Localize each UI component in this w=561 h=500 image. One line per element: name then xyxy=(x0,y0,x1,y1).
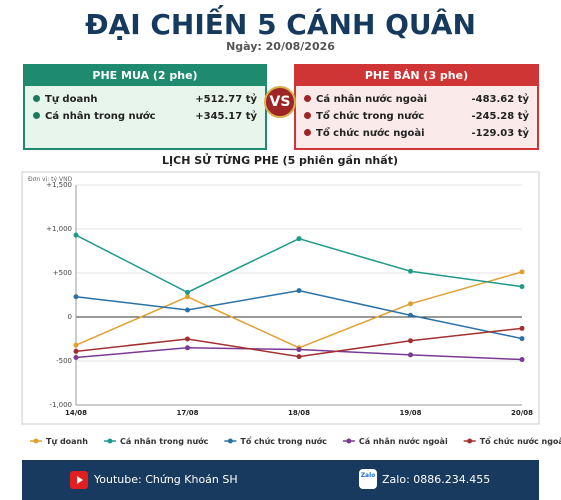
point xyxy=(408,268,413,274)
x-tick-label: 18/08 xyxy=(288,409,310,417)
legend-label: Tự doanh xyxy=(46,437,88,446)
y-tick-label: +1,000 xyxy=(46,225,72,233)
point xyxy=(185,307,190,313)
row-value: -245.28 tỷ xyxy=(471,111,529,122)
point xyxy=(519,336,525,342)
y-unit: Đơn vị: tỷ VND xyxy=(28,176,73,183)
buy-rows: Tự doanh +512.77 tỷ Cá nhân trong nước +345… xyxy=(25,86,265,125)
row: Tổ chức trong nước -245.28 tỷ xyxy=(296,108,537,125)
row: Tổ chức nước ngoài -129.03 tỷ xyxy=(296,125,537,142)
point xyxy=(296,354,302,360)
row-name: Tổ chức trong nước xyxy=(304,108,424,125)
point xyxy=(73,294,79,300)
buy-panel: PHE MUA (2 phe) Tự doanh +512.77 tỷ Cá nhâ… xyxy=(23,64,267,150)
footer: Youtube: Chứng Khoán SH Zalo Zalo: 0886.… xyxy=(22,460,539,500)
row: Cá nhân trong nước +345.17 tỷ xyxy=(25,108,265,125)
point xyxy=(296,347,302,353)
point xyxy=(296,236,302,242)
y-tick-label: 0 xyxy=(68,313,72,321)
row-name: Cá nhân nước ngoài xyxy=(304,91,427,108)
point xyxy=(73,232,79,238)
point xyxy=(519,284,525,290)
x-tick-label: 19/08 xyxy=(399,409,421,417)
legend-dot xyxy=(227,438,233,444)
point xyxy=(519,357,525,363)
row-name: Tự doanh xyxy=(33,91,97,108)
date: Ngày: 20/08/2026 xyxy=(226,40,335,53)
legend-label: Cá nhân nước ngoài xyxy=(359,436,448,446)
point xyxy=(408,312,413,318)
legend-label: Tổ chức nước ngoài xyxy=(480,435,561,446)
row-name: Tổ chức nước ngoài xyxy=(304,125,425,142)
row-value: +345.17 tỷ xyxy=(195,111,257,122)
legend-dot xyxy=(107,438,113,444)
point xyxy=(185,345,190,351)
y-tick-label: +500 xyxy=(53,269,72,277)
vs-badge: VS xyxy=(264,86,296,118)
point xyxy=(408,301,413,307)
title: ĐẠI CHIẾN 5 CÁNH QUÂN xyxy=(85,8,476,41)
y-tick-label: -1,000 xyxy=(49,401,72,409)
row: Tự doanh +512.77 tỷ xyxy=(25,91,265,108)
row-value: -129.03 tỷ xyxy=(471,128,529,139)
point xyxy=(185,294,190,300)
point xyxy=(519,269,525,275)
legend-dot xyxy=(346,438,352,444)
row-value: -483.62 tỷ xyxy=(471,94,529,105)
point xyxy=(296,288,302,294)
x-tick-label: 20/08 xyxy=(511,409,533,417)
legend-dot xyxy=(33,438,39,444)
zalo: Zalo: 0886.234.455 xyxy=(382,473,491,486)
row-name: Cá nhân trong nước xyxy=(33,108,156,125)
point xyxy=(408,338,413,344)
youtube: Youtube: Chứng Khoán SH xyxy=(94,473,238,486)
x-tick-label: 17/08 xyxy=(176,409,198,417)
sell-title: PHE BÁN (3 phe) xyxy=(296,66,537,86)
x-tick-label: 14/08 xyxy=(65,409,87,417)
point xyxy=(185,289,190,295)
point xyxy=(519,325,525,331)
point xyxy=(408,352,413,358)
y-tick-label: -500 xyxy=(56,357,72,365)
youtube-icon xyxy=(70,471,88,489)
legend-label: Tổ chức trong nước xyxy=(240,435,327,446)
sell-rows: Cá nhân nước ngoài -483.62 tỷ Tổ chức tron… xyxy=(296,86,537,142)
buy-title: PHE MUA (2 phe) xyxy=(25,66,265,86)
point xyxy=(73,354,79,360)
row-value: +512.77 tỷ xyxy=(195,94,257,105)
sell-panel: PHE BÁN (3 phe) Cá nhân nước ngoài -483.6… xyxy=(294,64,539,150)
row: Cá nhân nước ngoài -483.62 tỷ xyxy=(296,91,537,108)
chart-frame xyxy=(21,171,540,425)
chart-title: LỊCH SỬ TỪNG PHE (5 phiên gần nhất) xyxy=(162,153,398,167)
point xyxy=(73,342,79,348)
point xyxy=(185,336,190,342)
legend-label: Cá nhân trong nước xyxy=(120,436,209,446)
zalo-icon: Zalo xyxy=(359,469,377,489)
y-tick-label: +1,500 xyxy=(46,181,72,189)
point xyxy=(73,348,79,354)
chart: LỊCH SỬ TỪNG PHE (5 phiên gần nhất) Đơn v… xyxy=(21,153,561,446)
legend-dot xyxy=(467,438,473,444)
